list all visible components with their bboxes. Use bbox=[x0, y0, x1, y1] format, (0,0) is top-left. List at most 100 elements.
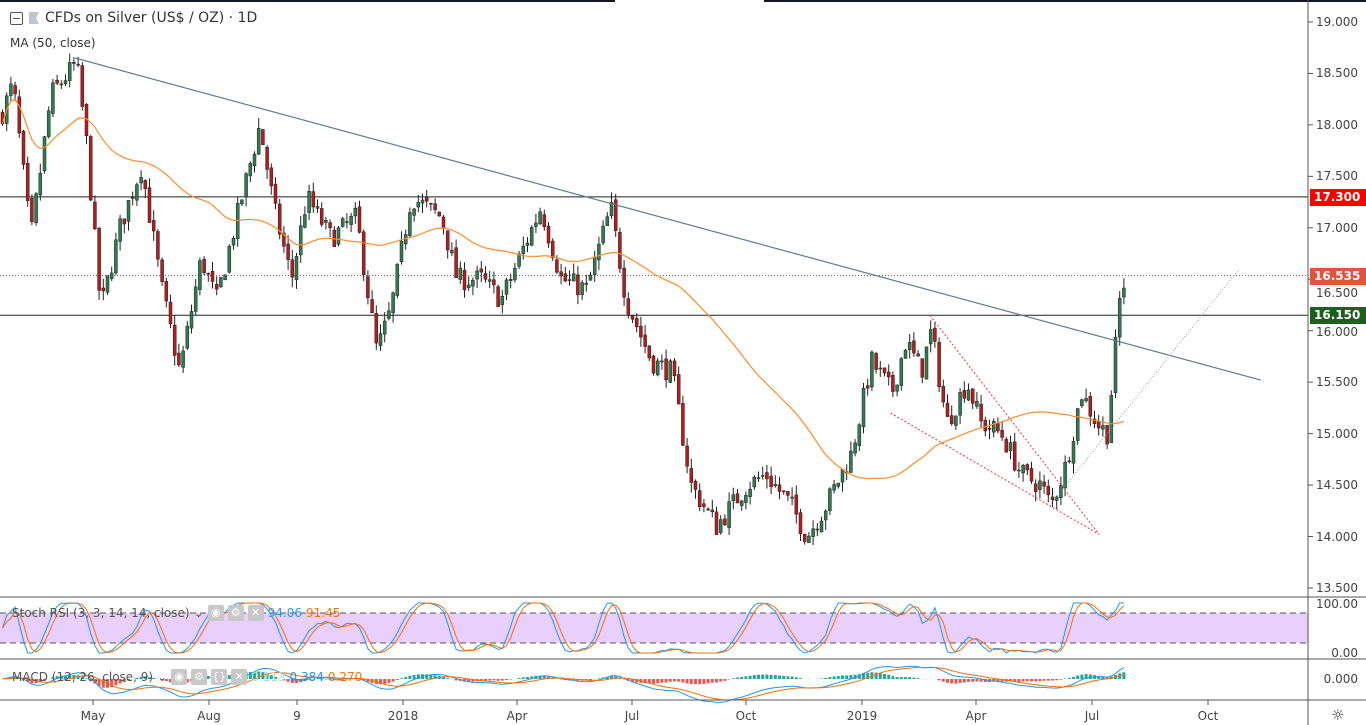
macd-histogram-bar bbox=[488, 679, 492, 681]
candle-body bbox=[1025, 464, 1030, 471]
candle bbox=[697, 483, 702, 512]
candle-body bbox=[277, 203, 282, 235]
candle-body bbox=[1021, 464, 1025, 474]
gear-icon[interactable]: ⚙ bbox=[227, 605, 244, 621]
price-tag: 16.150 bbox=[1310, 307, 1366, 325]
eye-icon[interactable]: ◉ bbox=[207, 605, 224, 621]
candle bbox=[198, 257, 202, 296]
candle-body bbox=[311, 191, 316, 208]
candle-body bbox=[765, 472, 769, 480]
candle-body bbox=[214, 284, 219, 290]
candle bbox=[248, 161, 253, 183]
candle bbox=[815, 523, 820, 537]
candle bbox=[349, 212, 353, 233]
macd-histogram-bar bbox=[429, 674, 433, 679]
candle bbox=[811, 520, 815, 546]
macd-histogram-bar bbox=[832, 676, 836, 679]
candle-body bbox=[88, 136, 93, 201]
macd-histogram-bar bbox=[72, 674, 76, 679]
macd-histogram-bar bbox=[517, 678, 521, 679]
candle bbox=[256, 118, 261, 155]
candle bbox=[1029, 461, 1034, 484]
candle-body bbox=[114, 239, 118, 274]
collapse-icon[interactable] bbox=[10, 11, 23, 25]
macd-histogram-bar bbox=[152, 677, 156, 679]
candle bbox=[874, 351, 878, 374]
eye-icon[interactable]: ◉ bbox=[171, 669, 188, 685]
candle-body bbox=[815, 528, 820, 531]
macd-histogram-bar bbox=[1076, 675, 1080, 679]
candle bbox=[59, 80, 64, 89]
settings-gear-icon[interactable]: ☼ bbox=[1331, 706, 1345, 724]
top-bar bbox=[0, 0, 1366, 2]
candle-body bbox=[51, 82, 55, 114]
candle bbox=[122, 218, 127, 234]
candle-body bbox=[231, 238, 236, 246]
candle-body bbox=[429, 203, 433, 205]
candle-body bbox=[168, 301, 173, 325]
candle bbox=[996, 417, 1000, 434]
macd-histogram-bar bbox=[379, 679, 382, 685]
candle bbox=[689, 458, 694, 493]
candle bbox=[643, 324, 647, 354]
candle bbox=[991, 418, 996, 438]
candle-body bbox=[945, 402, 950, 417]
candle-body bbox=[954, 415, 958, 426]
candle-body bbox=[479, 268, 484, 273]
candle-body bbox=[290, 259, 295, 278]
macd-histogram-bar bbox=[269, 675, 273, 679]
candle bbox=[1113, 329, 1118, 399]
candle bbox=[378, 324, 383, 351]
candle bbox=[618, 227, 622, 273]
candle bbox=[126, 200, 131, 231]
gear-icon[interactable]: ⚙ bbox=[191, 669, 208, 685]
candle bbox=[319, 202, 324, 227]
candle-body bbox=[924, 346, 929, 380]
source-code-icon[interactable]: {} bbox=[211, 669, 228, 685]
macd-histogram-bar bbox=[1080, 674, 1084, 679]
candle-body bbox=[790, 496, 794, 499]
time-axis-label: 9 bbox=[293, 709, 301, 723]
candle bbox=[252, 151, 257, 173]
macd-histogram-bar bbox=[97, 679, 101, 687]
macd-histogram-bar bbox=[526, 676, 529, 679]
candle bbox=[429, 202, 433, 211]
macd-histogram-bar bbox=[38, 679, 42, 683]
candle bbox=[399, 231, 404, 265]
chevron-down-icon[interactable]: ⌄ bbox=[193, 606, 204, 620]
candle bbox=[823, 509, 828, 530]
candle-body bbox=[626, 298, 631, 315]
stoch-axis-0: 0.00 bbox=[1331, 646, 1358, 660]
candle-body bbox=[739, 500, 744, 506]
close-icon[interactable]: ✕ bbox=[231, 669, 248, 685]
channel-line bbox=[890, 412, 1100, 535]
candle bbox=[609, 192, 614, 219]
candle-body bbox=[592, 256, 597, 276]
macd-histogram-bar bbox=[282, 679, 286, 681]
candle-body bbox=[466, 284, 471, 288]
candle-body bbox=[202, 258, 206, 274]
candle-body bbox=[122, 218, 127, 225]
macd-histogram-bar bbox=[635, 679, 639, 683]
candle bbox=[672, 358, 677, 382]
candle-body bbox=[706, 508, 710, 511]
close-icon[interactable]: ✕ bbox=[247, 605, 264, 621]
macd-histogram-bar bbox=[761, 674, 765, 679]
candle bbox=[546, 221, 551, 248]
candle-body bbox=[609, 202, 614, 216]
candle-body bbox=[298, 225, 303, 256]
chevron-down-icon[interactable]: ⌄ bbox=[157, 670, 168, 684]
macd-histogram-bar bbox=[521, 677, 525, 679]
candle-body bbox=[676, 374, 681, 405]
candle-body bbox=[714, 511, 719, 535]
macd-histogram-bar bbox=[719, 679, 723, 682]
candle bbox=[849, 441, 853, 474]
candle-body bbox=[72, 62, 76, 64]
macd-histogram-bar bbox=[727, 679, 731, 680]
macd-histogram-bar bbox=[706, 679, 710, 684]
candle bbox=[781, 490, 786, 495]
candle-body bbox=[1067, 460, 1072, 463]
flag-icon bbox=[29, 12, 39, 24]
candle-body bbox=[273, 183, 278, 204]
candle-body bbox=[450, 249, 454, 254]
